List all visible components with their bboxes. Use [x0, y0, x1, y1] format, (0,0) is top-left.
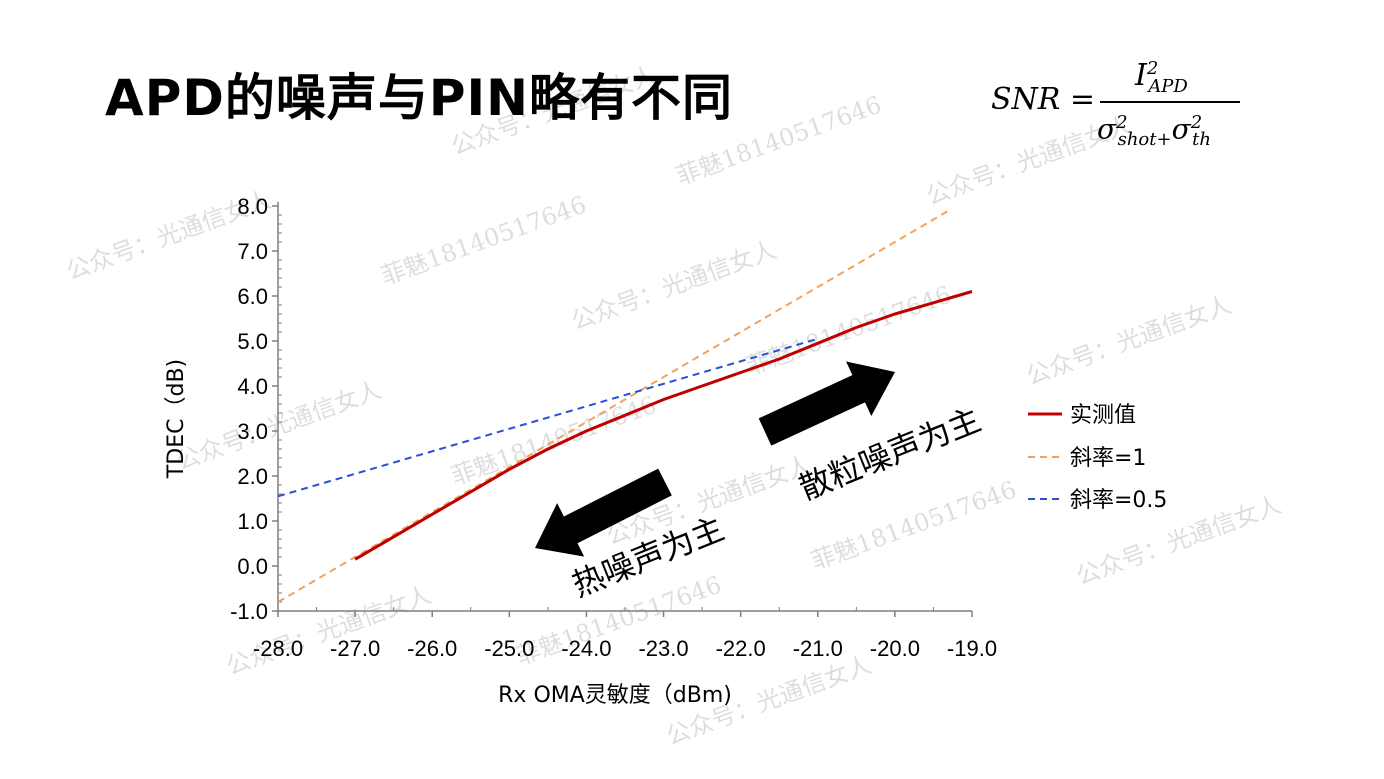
- y-tick-label: 8.0: [237, 194, 268, 219]
- y-tick-label: -1.0: [230, 599, 268, 624]
- y-tick-label: 2.0: [237, 464, 268, 489]
- x-tick-label: -23.0: [638, 636, 688, 661]
- watermark-text: 菲魅18140517646: [447, 390, 660, 490]
- y-tick-label: 0.0: [237, 554, 268, 579]
- y-tick-label: 6.0: [237, 284, 268, 309]
- y-axis-title: TDEC（dB): [164, 359, 189, 479]
- series-line-1: [354, 290, 973, 561]
- series-line-2: [277, 209, 950, 603]
- watermark-text: 公众号：光通信女人: [922, 110, 1135, 210]
- x-axis-title: Rx OMA灵敏度（dBm): [498, 683, 732, 708]
- legend-label-3: 斜率=0.5: [1070, 488, 1167, 513]
- watermark-text: 菲魅18140517646: [672, 90, 885, 190]
- x-tick-label: -20.0: [870, 636, 920, 661]
- x-tick-label: -22.0: [716, 636, 766, 661]
- arrow-shot-noise: [758, 361, 895, 446]
- x-tick-label: -19.0: [947, 636, 997, 661]
- y-tick-label: 5.0: [237, 329, 268, 354]
- x-tick-label: -26.0: [407, 636, 457, 661]
- x-tick-label: -25.0: [484, 636, 534, 661]
- y-tick-label: 3.0: [237, 419, 268, 444]
- watermark-text: 公众号：光通信女人: [447, 60, 660, 160]
- watermark-text: 公众号：光通信女人: [567, 235, 780, 335]
- slide-title: APD的噪声与PIN略有不同: [105, 69, 733, 127]
- watermark-text: 公众号：光通信女人: [222, 580, 435, 680]
- x-tick-label: -28.0: [253, 636, 303, 661]
- formula-fraction-line: [1100, 101, 1240, 103]
- chart-axes: -1.0 0.0 1.0 2.0 3.0 4.0 5.0 6.0 7.0 8.0 -28.0 -27.…: [164, 194, 997, 708]
- y-tick-label: 7.0: [237, 239, 268, 264]
- watermark-text: 公众号：光通信女人: [1022, 290, 1235, 390]
- series-line-3: [277, 337, 819, 498]
- arrow-thermal-noise: [535, 468, 672, 557]
- y-tick-label: 4.0: [237, 374, 268, 399]
- formula-lhs: SNR =: [991, 82, 1096, 117]
- watermark-text: 菲魅18140517646: [377, 190, 590, 290]
- formula-numerator: I2APD: [1135, 58, 1188, 97]
- x-tick-label: -24.0: [561, 636, 611, 661]
- legend-label-2: 斜率=1: [1070, 446, 1146, 471]
- x-tick-label: -21.0: [793, 636, 843, 661]
- snr-formula: SNR = I2APD σ2shot+σ2th: [985, 56, 1265, 156]
- chart-series: [277, 209, 973, 603]
- legend-label-1: 实测值: [1070, 403, 1136, 428]
- x-tick-label: -27.0: [330, 636, 380, 661]
- y-tick-label: 1.0: [237, 509, 268, 534]
- formula-denominator: σ2shot+σ2th: [1097, 112, 1211, 150]
- watermark-text: 公众号：光通信女人: [172, 375, 385, 475]
